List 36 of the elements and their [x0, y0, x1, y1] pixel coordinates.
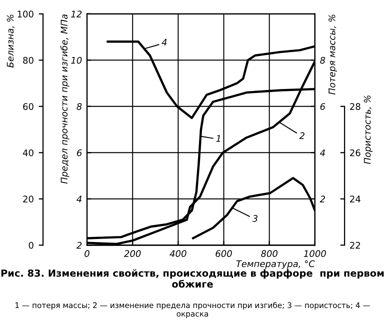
x-tick-label: 600	[216, 250, 232, 258]
y-tick-label: 20	[23, 196, 34, 202]
y-tick-label: 2	[76, 242, 82, 249]
y3-tick-label: 26	[350, 149, 360, 156]
annotation: 2	[299, 132, 304, 139]
y2-tick-label: 2	[320, 196, 325, 202]
y-tick-label: 40	[22, 149, 34, 156]
x-tick-label: 0	[84, 250, 90, 258]
x-tick-label: 200	[124, 250, 141, 258]
y2-tick-label: 6	[320, 103, 326, 110]
y-axis-title: Белизна, %	[6, 14, 15, 68]
x-tick-label: 800	[261, 250, 278, 258]
y-tick-label: 12	[71, 10, 82, 18]
x-tick-label: 400	[170, 250, 186, 258]
y3-tick-label: 28	[350, 103, 360, 110]
x-tick-label: 1000	[304, 250, 326, 258]
y-tick-label: 80	[23, 56, 34, 64]
annotation: 1	[216, 135, 220, 142]
y3-tick-label: 22	[350, 242, 360, 249]
y-tick-label: 60	[23, 103, 34, 110]
y2-tick-label: 4	[320, 150, 325, 156]
y3-tick-label: 24	[350, 196, 360, 202]
y3-axis-title: Пористость, %	[364, 96, 372, 164]
annotation: 4	[162, 38, 167, 46]
y-tick-label: 100	[18, 10, 34, 18]
text: Рис. 83. Изменения свойств, происходящие в фарфоре при первом обжиге	[1, 269, 384, 288]
y-tick-label: 8	[76, 103, 82, 110]
y-axis-title: Предел прочности при изгибе, МПа	[60, 14, 70, 184]
y-tick-label: 6	[76, 149, 82, 156]
y-tick-label: 4	[76, 196, 82, 202]
y2-tick-label: 8	[320, 56, 326, 64]
y-tick-label: 0	[28, 242, 34, 249]
y2-axis-title: Потеря массы, %	[328, 14, 338, 95]
y-tick-label: 10	[71, 56, 82, 64]
x-axis-title: Температура, °C	[236, 260, 315, 269]
annotation: 3	[252, 215, 258, 222]
